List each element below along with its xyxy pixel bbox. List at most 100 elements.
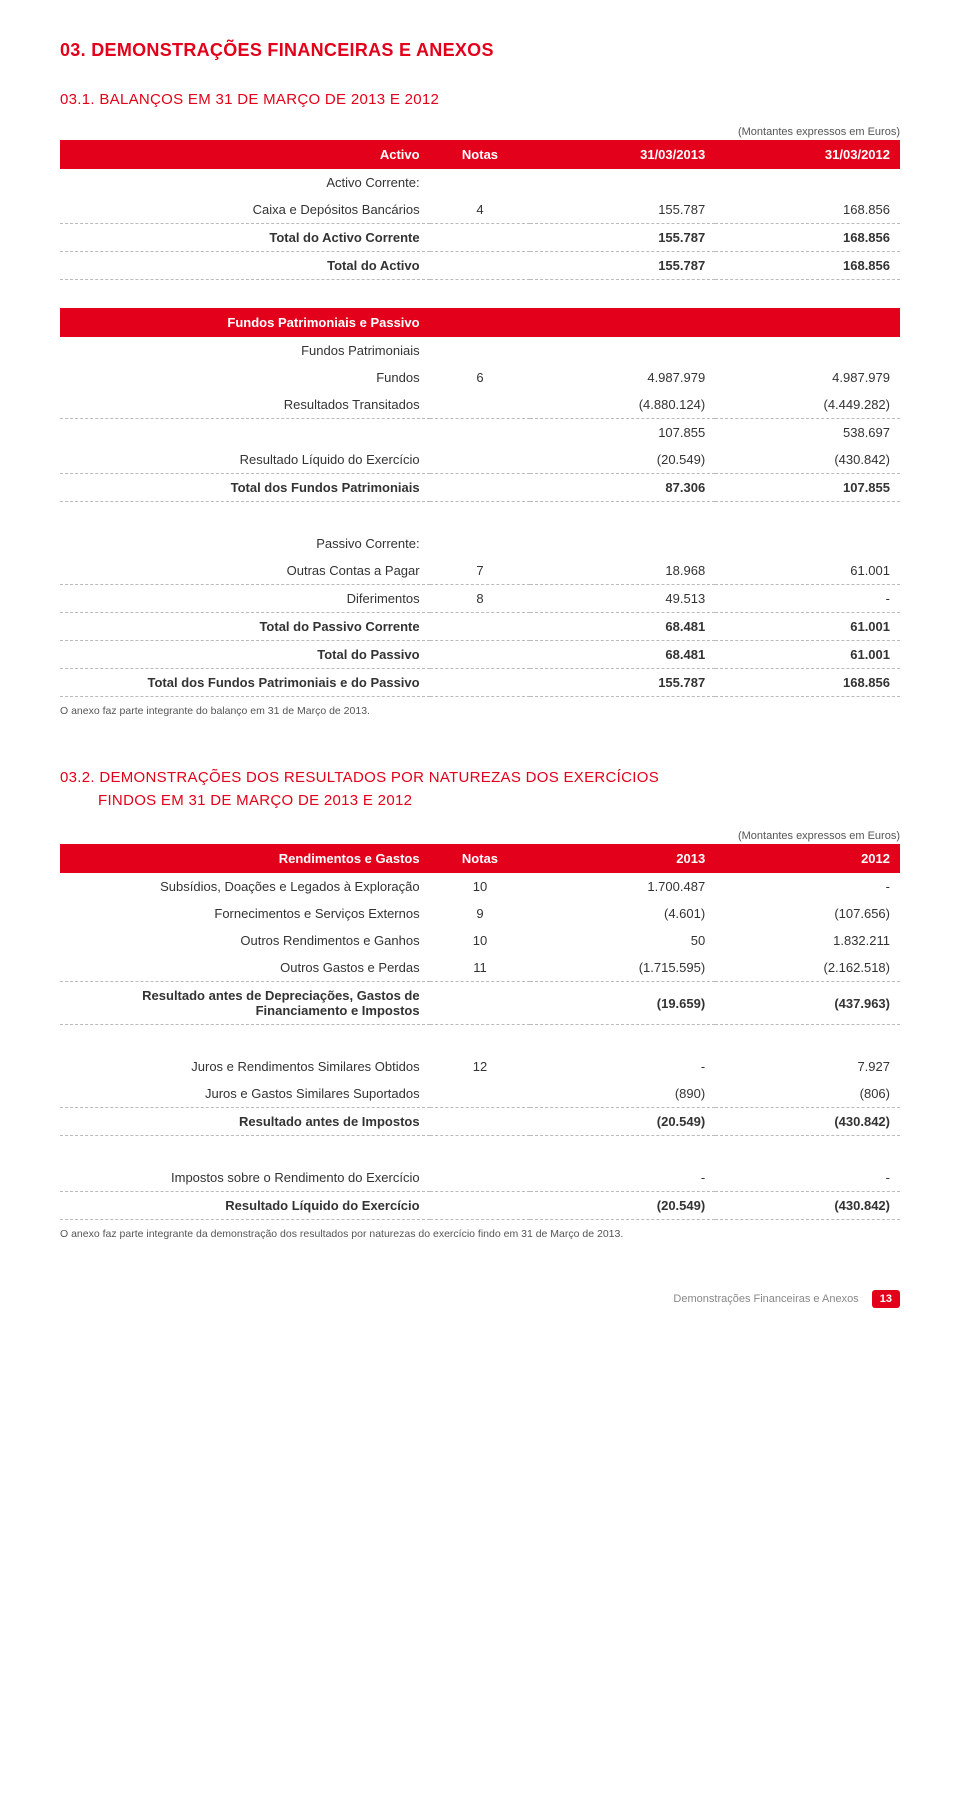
section-heading-03-2: 03.2. DEMONSTRAÇÕES DOS RESULTADOS POR N… [60,767,900,812]
row-v2: 538.697 [715,419,900,447]
row-lbl: Outros Gastos e Perdas [60,954,430,982]
row-notas: 10 [430,873,531,900]
row-v1: 68.481 [530,641,715,669]
subhead-passivo-corrente: Passivo Corrente: [60,530,430,557]
table-fundos-patrimoniais: Fundos Patrimoniais e Passivo Fundos Pat… [60,308,900,502]
row-v2: 7.927 [715,1053,900,1080]
row-v2: 168.856 [715,224,900,252]
row-lbl: Total do Passivo Corrente [60,613,430,641]
row-lbl: Fornecimentos e Serviços Externos [60,900,430,927]
row-notas [430,641,531,669]
row-v2: - [715,1164,900,1192]
row-v2: 168.856 [715,669,900,697]
row-lbl: Outros Rendimentos e Ganhos [60,927,430,954]
heading-line-1: 03.2. DEMONSTRAÇÕES DOS RESULTADOS POR N… [60,769,659,786]
row-lbl: Subsídios, Doações e Legados à Exploraçã… [60,873,430,900]
row-notas: 7 [430,557,531,585]
row-v2: (107.656) [715,900,900,927]
row-notas: 6 [430,364,531,391]
row-lbl: Fundos [60,364,430,391]
row-v2: (806) [715,1080,900,1108]
table-impostos: Impostos sobre o Rendimento do Exercício… [60,1164,900,1220]
row-lbl: Impostos sobre o Rendimento do Exercício [60,1164,430,1192]
row-lbl: Diferimentos [60,585,430,613]
row-v1: 107.855 [530,419,715,447]
th-empty [530,308,715,337]
row-v1: (20.549) [530,1192,715,1220]
row-lbl: Juros e Rendimentos Similares Obtidos [60,1053,430,1080]
row-v2: (430.842) [715,446,900,474]
row-notas: 8 [430,585,531,613]
row-v2: 4.987.979 [715,364,900,391]
row-lbl: Total dos Fundos Patrimoniais e do Passi… [60,669,430,697]
row-v2: 168.856 [715,196,900,224]
th-empty [430,308,531,337]
row-v2: (430.842) [715,1108,900,1136]
row-v1: (4.601) [530,900,715,927]
row-v2: (430.842) [715,1192,900,1220]
row-lbl: Total do Activo [60,252,430,280]
row-lbl: Total dos Fundos Patrimoniais [60,474,430,502]
row-v1: 155.787 [530,669,715,697]
row-lbl: Resultado antes de Impostos [60,1108,430,1136]
section-heading-03-1: 03.1. BALANÇOS EM 31 DE MARÇO DE 2013 E … [60,91,900,108]
row-notas [430,613,531,641]
row-v1: (19.659) [530,982,715,1025]
th-empty [715,308,900,337]
row-notas [430,669,531,697]
page-footer: Demonstrações Financeiras e Anexos 13 [60,1290,900,1308]
table-rendimentos-gastos: Rendimentos e Gastos Notas 2013 2012 Sub… [60,844,900,1025]
row-notas [430,224,531,252]
row-v1: 49.513 [530,585,715,613]
th-activo: Activo [60,140,430,169]
th-notas: Notas [430,140,531,169]
row-notas: 9 [430,900,531,927]
row-notas [430,1080,531,1108]
row-notas [430,1192,531,1220]
row-v1: (890) [530,1080,715,1108]
row-v1: 155.787 [530,224,715,252]
row-v1: - [530,1164,715,1192]
section-heading-main: 03. DEMONSTRAÇÕES FINANCEIRAS E ANEXOS [60,40,900,61]
heading-line-2: FINDOS EM 31 DE MARÇO DE 2013 E 2012 [60,792,412,809]
row-v2: 61.001 [715,641,900,669]
row-notas [430,446,531,474]
row-v1: - [530,1053,715,1080]
row-notas: 10 [430,927,531,954]
footer-text: Demonstrações Financeiras e Anexos [673,1293,858,1305]
row-notas [430,391,531,419]
row-v1: (20.549) [530,446,715,474]
footnote-2: O anexo faz parte integrante da demonstr… [60,1228,900,1240]
row-v1: 50 [530,927,715,954]
table-passivo-corrente: Passivo Corrente: Outras Contas a Pagar … [60,530,900,697]
row-notas [430,419,531,447]
subhead-fundos-patrimoniais: Fundos Patrimoniais [60,337,430,364]
row-v1: 155.787 [530,252,715,280]
row-v2: 61.001 [715,613,900,641]
th-notas: Notas [430,844,531,873]
row-lbl [60,419,430,447]
th-fundos: Fundos Patrimoniais e Passivo [60,308,430,337]
row-lbl: Resultado Líquido do Exercício [60,1192,430,1220]
row-v1: (4.880.124) [530,391,715,419]
row-notas: 4 [430,196,531,224]
row-notas: 12 [430,1053,531,1080]
footnote-1: O anexo faz parte integrante do balanço … [60,705,900,717]
row-v1: 87.306 [530,474,715,502]
th-2013: 2013 [530,844,715,873]
row-v2: - [715,873,900,900]
row-v1: (20.549) [530,1108,715,1136]
row-notas [430,1108,531,1136]
row-v1: (1.715.595) [530,954,715,982]
row-lbl: Total do Activo Corrente [60,224,430,252]
row-notas [430,982,531,1025]
th-2012: 31/03/2012 [715,140,900,169]
row-v2: - [715,585,900,613]
row-lbl: Resultado Líquido do Exercício [60,446,430,474]
subhead-activo-corrente: Activo Corrente: [60,169,430,196]
row-notas [430,252,531,280]
row-lbl: Juros e Gastos Similares Suportados [60,1080,430,1108]
row-notas: 11 [430,954,531,982]
row-v1: 4.987.979 [530,364,715,391]
row-v2: 1.832.211 [715,927,900,954]
